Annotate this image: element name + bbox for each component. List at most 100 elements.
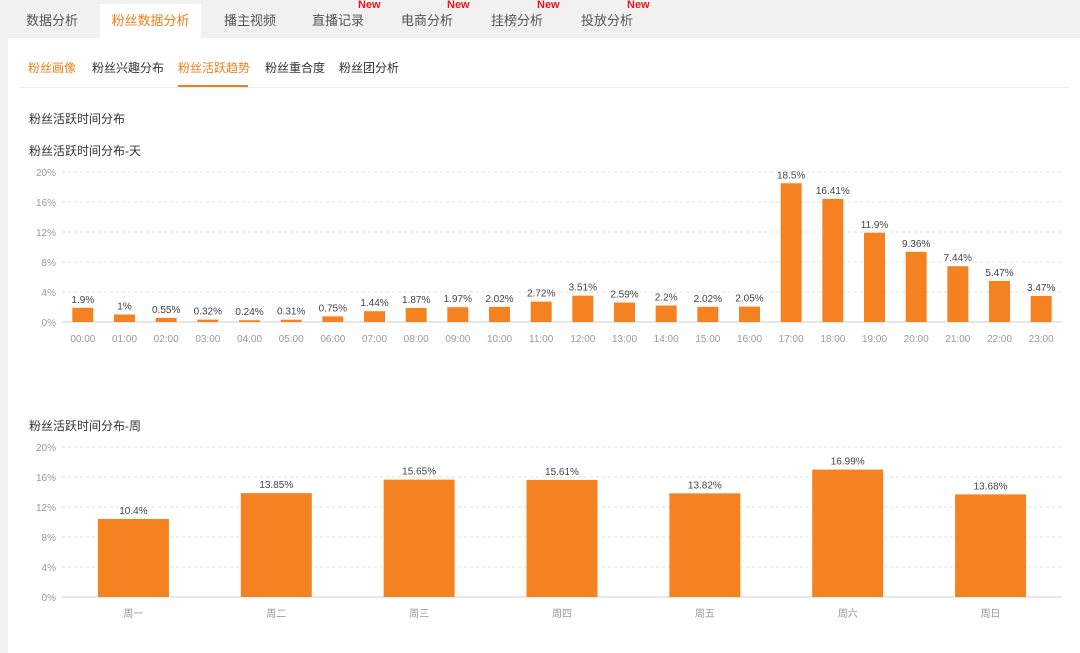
tab-data-analysis[interactable]: 数据分析 xyxy=(14,4,90,38)
x-tick-label: 01:00 xyxy=(112,334,137,345)
x-tick-label: 10:00 xyxy=(487,334,512,345)
bar[interactable] xyxy=(669,493,741,597)
y-tick-label: 12% xyxy=(36,503,56,514)
tab-live-records[interactable]: 直播记录 New xyxy=(300,0,381,38)
bar-value-label: 2.02% xyxy=(694,294,722,305)
x-tick-label: 05:00 xyxy=(279,334,304,345)
tab-label: 粉丝数据分析 xyxy=(111,13,190,28)
y-tick-label: 4% xyxy=(42,288,57,299)
bar[interactable] xyxy=(383,479,455,597)
bar[interactable] xyxy=(239,320,260,322)
bar[interactable] xyxy=(447,307,469,322)
tab-fan-data-analysis[interactable]: 粉丝数据分析 xyxy=(100,4,201,38)
bar[interactable] xyxy=(864,232,885,322)
x-tick-label: 12:00 xyxy=(570,334,595,345)
bar[interactable] xyxy=(526,479,598,597)
x-tick-label: 周四 xyxy=(552,608,572,620)
sub-tab-bar: 粉丝画像 粉丝兴趣分布 粉丝活跃趋势 粉丝重合度 粉丝团分析 xyxy=(20,38,1070,88)
tab-label: 挂榜分析 xyxy=(490,13,543,28)
bar-value-label: 16.99% xyxy=(831,457,865,468)
bar[interactable] xyxy=(72,307,94,322)
bar-value-label: 18.5% xyxy=(777,170,805,181)
bar[interactable] xyxy=(822,198,844,322)
bar[interactable] xyxy=(812,469,884,597)
active-sub-tab-underline xyxy=(178,85,248,87)
y-tick-label: 20% xyxy=(36,443,56,454)
x-tick-label: 06:00 xyxy=(320,334,345,345)
section-title: 粉丝活跃时间分布 xyxy=(29,112,126,126)
x-tick-label: 02:00 xyxy=(154,334,179,345)
bar[interactable] xyxy=(947,266,969,322)
tab-creator-videos[interactable]: 播主视频 xyxy=(212,4,288,38)
bar-value-label: 0.55% xyxy=(152,305,180,316)
bar[interactable] xyxy=(697,306,719,322)
y-tick-label: 0% xyxy=(42,318,57,329)
bar[interactable] xyxy=(530,301,552,322)
bar-value-label: 13.82% xyxy=(688,480,722,491)
bar[interactable] xyxy=(97,519,169,597)
sub-tab-fan-overlap[interactable]: 粉丝重合度 xyxy=(265,61,326,75)
sub-tab-fan-portrait[interactable]: 粉丝画像 xyxy=(28,61,77,75)
new-badge: New xyxy=(537,0,560,11)
bar-value-label: 2.2% xyxy=(655,293,678,304)
bar-value-label: 0.31% xyxy=(277,307,305,318)
tab-label: 数据分析 xyxy=(25,13,78,28)
bar[interactable] xyxy=(989,280,1010,322)
x-tick-label: 22:00 xyxy=(987,334,1012,345)
bar-value-label: 1% xyxy=(117,302,132,313)
bar[interactable] xyxy=(364,311,385,322)
bar[interactable] xyxy=(780,183,802,322)
bar-value-label: 0.32% xyxy=(194,307,222,318)
bar[interactable] xyxy=(280,319,302,322)
bar[interactable] xyxy=(739,306,760,322)
tab-ecommerce-analysis[interactable]: 电商分析 New xyxy=(389,0,470,38)
bar[interactable] xyxy=(955,494,1027,597)
new-badge: New xyxy=(358,0,381,11)
bar[interactable] xyxy=(572,295,594,322)
bar-value-label: 1.87% xyxy=(402,295,430,306)
sub-tab-fan-activity[interactable]: 粉丝活跃趋势 xyxy=(178,61,251,75)
x-tick-label: 周三 xyxy=(409,608,429,620)
x-tick-label: 周一 xyxy=(123,608,143,620)
bar[interactable] xyxy=(114,314,135,323)
tab-ad-analysis[interactable]: 投放分析 New xyxy=(569,0,650,38)
x-tick-label: 13:00 xyxy=(612,334,637,345)
bar[interactable] xyxy=(197,319,219,322)
weekly-activity-chart: 0% 4% 8% 12% 16% 20% 10.4% 周一 13.85% 周二 15.65% 周三 15… xyxy=(36,443,1062,620)
bar-value-label: 3.51% xyxy=(569,283,597,294)
bar-value-label: 13.85% xyxy=(259,480,293,491)
tab-label: 电商分析 xyxy=(400,13,453,28)
bar[interactable] xyxy=(1030,295,1052,322)
bar-value-label: 15.65% xyxy=(402,467,436,478)
x-tick-label: 17:00 xyxy=(779,334,804,345)
tab-label: 播主视频 xyxy=(223,13,276,28)
x-tick-label: 周二 xyxy=(266,608,286,620)
x-tick-label: 18:00 xyxy=(820,334,845,345)
y-tick-label: 16% xyxy=(36,198,56,209)
sub-tab-fan-interest[interactable]: 粉丝兴趣分布 xyxy=(92,61,165,75)
bar[interactable] xyxy=(614,302,635,322)
y-tick-label: 16% xyxy=(36,473,56,484)
bar-value-label: 2.59% xyxy=(610,290,638,301)
bar[interactable] xyxy=(489,306,510,322)
bar[interactable] xyxy=(405,307,427,322)
bar[interactable] xyxy=(240,493,312,597)
bar[interactable] xyxy=(322,316,344,322)
x-tick-label: 14:00 xyxy=(654,334,679,345)
x-tick-label: 15:00 xyxy=(695,334,720,345)
weekly-chart-title: 粉丝活跃时间分布-周 xyxy=(29,419,141,433)
tab-ranking-analysis[interactable]: 挂榜分析 New xyxy=(479,0,560,38)
bar-value-label: 11.9% xyxy=(861,220,889,231)
bar[interactable] xyxy=(905,251,927,322)
top-tab-bar: 数据分析 粉丝数据分析 播主视频 直播记录 New 电商分析 New 挂榜分析 … xyxy=(0,0,1080,38)
tab-label: 直播记录 xyxy=(311,13,364,28)
x-tick-label: 11:00 xyxy=(529,334,554,345)
bar-value-label: 3.47% xyxy=(1027,283,1055,294)
x-tick-label: 周日 xyxy=(981,608,1001,620)
bar-value-label: 0.24% xyxy=(235,307,263,318)
bar[interactable] xyxy=(155,317,177,322)
y-tick-label: 4% xyxy=(42,563,57,574)
daily-chart-title: 粉丝活跃时间分布-天 xyxy=(29,144,141,158)
bar[interactable] xyxy=(655,305,677,323)
sub-tab-fan-club[interactable]: 粉丝团分析 xyxy=(339,61,400,75)
